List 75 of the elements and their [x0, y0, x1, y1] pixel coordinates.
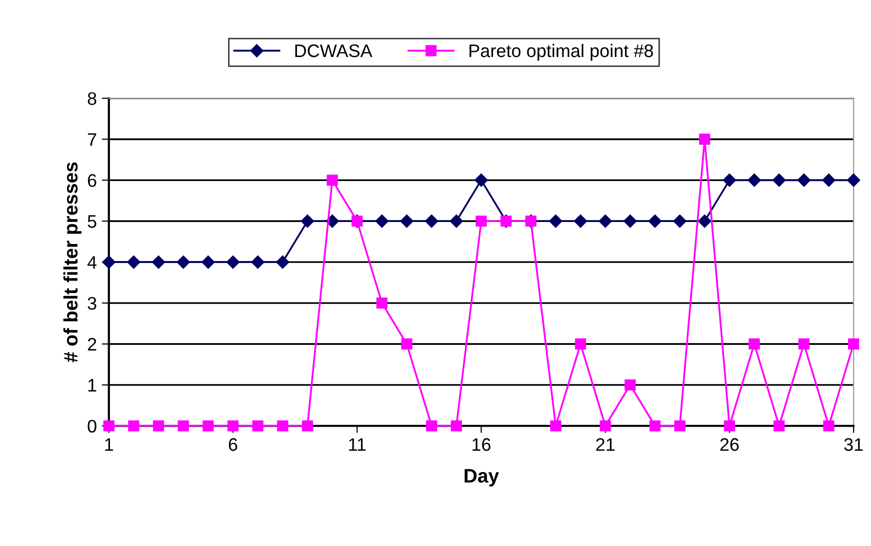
point — [674, 420, 686, 432]
y-axis-title: # of belt filter presses — [63, 162, 82, 362]
point — [424, 214, 438, 228]
point — [178, 420, 189, 432]
point — [476, 216, 487, 227]
x-tick-label: 16 — [472, 438, 490, 451]
point — [748, 174, 761, 187]
x-tick-label: 31 — [844, 438, 863, 451]
point — [848, 338, 860, 350]
point — [772, 174, 786, 187]
point — [127, 255, 140, 269]
x-tick-label: 26 — [720, 438, 739, 451]
point — [401, 338, 412, 350]
y-tick-label: 2 — [88, 338, 96, 351]
point — [574, 214, 588, 228]
point — [152, 255, 166, 269]
point — [574, 338, 586, 350]
point — [251, 255, 264, 269]
point — [376, 297, 388, 309]
point — [673, 214, 686, 228]
legend-label: Pareto optimal point #8 — [470, 44, 653, 61]
point — [748, 338, 760, 350]
point — [822, 174, 836, 187]
y-tick-label: 5 — [88, 215, 96, 228]
point — [202, 255, 215, 269]
point — [128, 420, 140, 432]
point — [846, 174, 860, 187]
point — [400, 214, 414, 228]
point — [600, 420, 611, 432]
point — [176, 255, 190, 269]
point — [699, 134, 710, 145]
point — [300, 214, 314, 228]
point — [202, 420, 214, 432]
point — [798, 338, 810, 350]
point — [277, 420, 288, 432]
y-tick-label: 0 — [88, 420, 96, 433]
point — [724, 420, 736, 432]
point — [450, 214, 463, 228]
x-tick-label: 11 — [349, 438, 366, 451]
legend-label: DCWASA — [295, 44, 372, 58]
point — [823, 420, 834, 432]
point — [326, 214, 339, 228]
point — [598, 214, 612, 228]
point — [474, 174, 488, 187]
point — [797, 174, 811, 187]
point — [276, 255, 290, 269]
y-tick-label: 3 — [88, 296, 96, 310]
point — [252, 420, 264, 432]
point — [698, 214, 712, 228]
point — [227, 420, 239, 432]
point — [375, 214, 389, 228]
point — [450, 420, 462, 432]
x-tick-label: 21 — [596, 438, 615, 451]
y-tick-label: 7 — [88, 133, 96, 146]
y-tick-label: 8 — [88, 92, 96, 105]
point — [624, 214, 637, 228]
point — [624, 379, 636, 390]
point — [302, 420, 314, 432]
point — [426, 420, 438, 432]
point — [102, 255, 116, 269]
point — [550, 420, 562, 432]
y-tick-label: 4 — [87, 256, 97, 269]
y-tick-label: 1 — [88, 379, 96, 392]
x-tick-label: 6 — [228, 438, 238, 451]
point — [226, 255, 240, 269]
point — [648, 214, 662, 228]
point — [774, 420, 785, 432]
point — [549, 214, 562, 228]
point — [152, 420, 164, 432]
point — [649, 420, 661, 432]
x-axis-title: Day — [464, 469, 499, 487]
point — [326, 174, 338, 186]
y-tick-label: 6 — [88, 174, 96, 187]
point — [722, 174, 736, 187]
x-tick-label: 1 — [105, 438, 114, 451]
